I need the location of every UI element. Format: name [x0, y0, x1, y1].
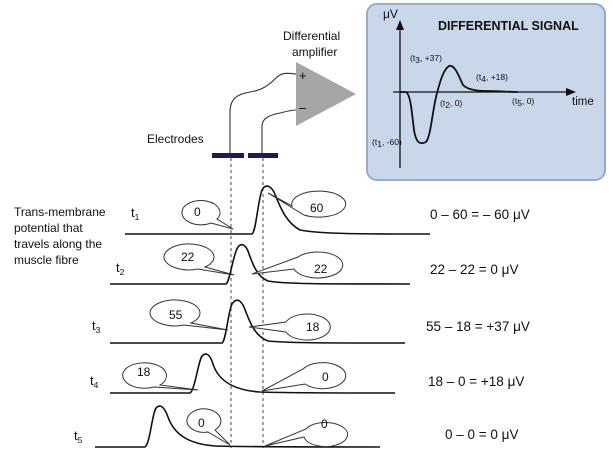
row-time-label: t2	[116, 260, 125, 277]
amplifier-label-line2: amplifier	[292, 45, 337, 59]
differential-amplifier: Differential amplifier + –	[283, 29, 356, 126]
inset-point-t2: (t2, 0)	[440, 98, 462, 110]
inset-point-t3: (t3, +37)	[410, 53, 442, 65]
inset-point-t5: (t5, 0)	[512, 96, 534, 108]
trans-membrane-description: Trans-membrane potential that travels al…	[14, 205, 106, 267]
differential-waveform	[400, 65, 519, 145]
potential-row-t3: t3 55 18 55 – 18 = +37 μV	[92, 299, 530, 344]
action-potential-trace	[110, 299, 406, 344]
amplifier-plus-input: +	[299, 68, 307, 83]
right-value-bubble	[264, 422, 349, 448]
inset-point-t4: (t4, +18)	[476, 72, 508, 84]
svg-text:(t4, +18): (t4, +18)	[476, 72, 508, 84]
right-value: 0	[322, 370, 329, 384]
potential-row-t4: t4 18 0 18 – 0 = +18 μV	[90, 353, 524, 394]
svg-text:muscle fibre: muscle fibre	[14, 253, 79, 267]
electrode-left	[212, 153, 244, 158]
potential-row-t2: t2 22 22 22 – 22 = 0 μV	[110, 243, 518, 285]
left-value: 0	[198, 416, 205, 430]
electrodes-label: Electrodes	[147, 132, 204, 146]
left-value-bubble	[163, 243, 235, 276]
right-value-bubble	[251, 251, 344, 279]
potential-row-t5: t5 0 0 0 – 0 = 0 μV	[74, 405, 518, 448]
row-equation: 18 – 0 = +18 μV	[428, 374, 524, 389]
svg-text:(t2, 0): (t2, 0)	[440, 98, 462, 110]
action-potential-trace	[110, 243, 411, 285]
row-time-label: t3	[92, 318, 101, 335]
right-value-bubble	[261, 362, 347, 392]
svg-text:Trans-membrane: Trans-membrane	[14, 205, 106, 219]
left-value: 18	[137, 365, 151, 379]
row-equation: 55 – 18 = +37 μV	[426, 319, 530, 334]
inset-title: DIFFERENTIAL SIGNAL	[438, 19, 579, 33]
right-value: 22	[314, 262, 328, 276]
left-value: 22	[181, 250, 195, 264]
inset-point-t1: (t1, -60)	[372, 137, 402, 149]
amplifier-triangle	[296, 62, 356, 126]
svg-text:travels along the: travels along the	[14, 237, 102, 251]
svg-text:potential that: potential that	[14, 221, 83, 235]
row-time-label: t1	[131, 205, 140, 222]
right-value: 0	[321, 417, 328, 431]
inset-x-label: time	[572, 96, 594, 108]
svg-text:(t5, 0): (t5, 0)	[512, 96, 534, 108]
electrode-wire-negative	[261, 109, 297, 154]
left-value-bubble	[122, 362, 199, 391]
left-value: 55	[169, 308, 183, 322]
row-time-label: t4	[90, 373, 99, 390]
differential-signal-inset: DIFFERENTIAL SIGNAL μV time (t1, -60) (t…	[366, 3, 606, 181]
row-equation: 0 – 60 = – 60 μV	[430, 207, 530, 222]
svg-text:(t1, -60): (t1, -60)	[372, 137, 402, 149]
right-value-bubble	[267, 190, 347, 218]
inset-x-arrow	[566, 88, 576, 96]
row-equation: 22 – 22 = 0 μV	[430, 262, 518, 277]
action-potential-trace	[95, 405, 381, 448]
svg-text:(t3, +37): (t3, +37)	[410, 53, 442, 65]
amplifier-label-line1: Differential	[283, 29, 340, 43]
row-equation: 0 – 0 = 0 μV	[445, 427, 518, 442]
inset-y-arrow	[396, 20, 404, 30]
left-value-bubble	[186, 408, 231, 446]
right-value-bubble	[248, 313, 331, 341]
left-value-bubble	[181, 200, 234, 230]
row-time-label: t5	[74, 428, 83, 445]
potential-row-t1: t1 0 60 0 – 60 = – 60 μV	[125, 185, 530, 235]
action-potential-trace	[110, 353, 396, 394]
action-potential-trace	[125, 185, 431, 235]
right-value: 60	[310, 201, 324, 215]
left-value: 0	[194, 205, 201, 219]
right-value: 18	[306, 320, 320, 334]
left-value-bubble	[149, 299, 229, 331]
inset-y-unit: μV	[383, 7, 398, 21]
electrode-wire-positive	[229, 72, 297, 154]
amplifier-minus-input: –	[299, 100, 307, 115]
electrode-right	[248, 153, 278, 158]
